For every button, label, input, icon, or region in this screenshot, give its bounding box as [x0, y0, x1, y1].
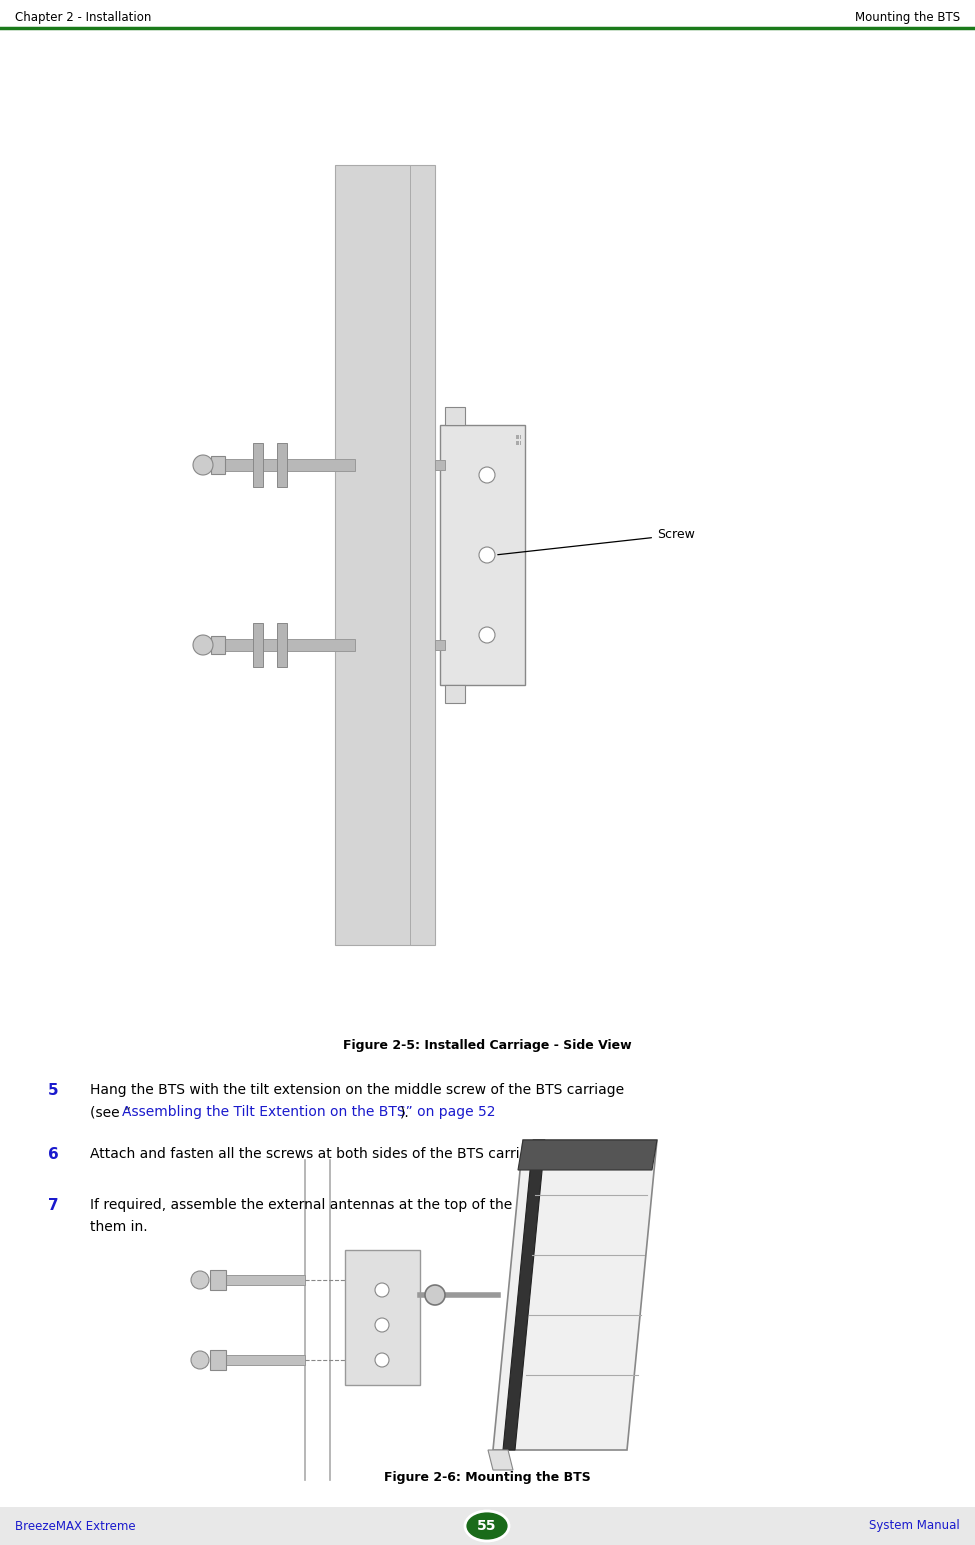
- Bar: [445, 406, 465, 425]
- Bar: [225, 640, 355, 650]
- Bar: [210, 1350, 226, 1370]
- Text: 7: 7: [48, 1197, 58, 1213]
- Circle shape: [479, 467, 495, 484]
- Text: Chapter 2 - Installation: Chapter 2 - Installation: [15, 11, 151, 23]
- Text: ).: ).: [401, 1105, 410, 1119]
- Bar: [277, 443, 287, 487]
- Polygon shape: [488, 1451, 513, 1469]
- Text: 55: 55: [477, 1519, 496, 1533]
- Bar: [225, 1275, 305, 1285]
- Bar: [253, 623, 263, 667]
- Circle shape: [479, 627, 495, 643]
- Circle shape: [193, 454, 213, 474]
- Polygon shape: [503, 1140, 545, 1451]
- Polygon shape: [493, 1140, 657, 1451]
- Text: Attach and fasten all the screws at both sides of the BTS carriage bracket.: Attach and fasten all the screws at both…: [90, 1146, 606, 1160]
- Circle shape: [375, 1282, 389, 1296]
- Circle shape: [375, 1353, 389, 1367]
- Bar: [225, 1355, 305, 1364]
- Bar: [225, 459, 355, 471]
- Text: 5: 5: [48, 1083, 58, 1098]
- Bar: [211, 456, 225, 474]
- Bar: [335, 165, 435, 946]
- Ellipse shape: [465, 1511, 509, 1540]
- Text: System Manual: System Manual: [870, 1519, 960, 1533]
- Circle shape: [375, 1318, 389, 1332]
- Text: BreezeMAX Extreme: BreezeMAX Extreme: [15, 1519, 136, 1533]
- Text: 6: 6: [48, 1146, 58, 1162]
- Text: If required, assemble the external antennas at the top of the BTS by screwing: If required, assemble the external anten…: [90, 1197, 631, 1211]
- Circle shape: [425, 1285, 445, 1306]
- Circle shape: [191, 1350, 209, 1369]
- Bar: [445, 684, 465, 703]
- Text: Figure 2-6: Mounting the BTS: Figure 2-6: Mounting the BTS: [383, 1471, 591, 1485]
- Bar: [277, 623, 287, 667]
- Bar: [0, 1506, 975, 1545]
- Text: them in.: them in.: [90, 1221, 147, 1234]
- Text: Figure 2-5: Installed Carriage - Side View: Figure 2-5: Installed Carriage - Side Vi…: [342, 1038, 632, 1052]
- Text: Mounting the BTS: Mounting the BTS: [855, 11, 960, 23]
- Circle shape: [479, 547, 495, 562]
- Text: Hang the BTS with the tilt extension on the middle screw of the BTS carriage: Hang the BTS with the tilt extension on …: [90, 1083, 624, 1097]
- Bar: [210, 1270, 226, 1290]
- Circle shape: [193, 635, 213, 655]
- Circle shape: [191, 1272, 209, 1289]
- Bar: [440, 425, 525, 684]
- Text: Screw: Screw: [498, 528, 695, 555]
- Text: Assembling the Tilt Extention on the BTS” on page 52: Assembling the Tilt Extention on the BTS…: [122, 1105, 495, 1119]
- Bar: [211, 637, 225, 654]
- Bar: [345, 1250, 420, 1384]
- Bar: [435, 460, 445, 470]
- Bar: [435, 640, 445, 650]
- Polygon shape: [518, 1140, 657, 1170]
- Bar: [253, 443, 263, 487]
- Text: (see “: (see “: [90, 1105, 131, 1119]
- Text: IIII
IIII: IIII IIII: [516, 436, 522, 447]
